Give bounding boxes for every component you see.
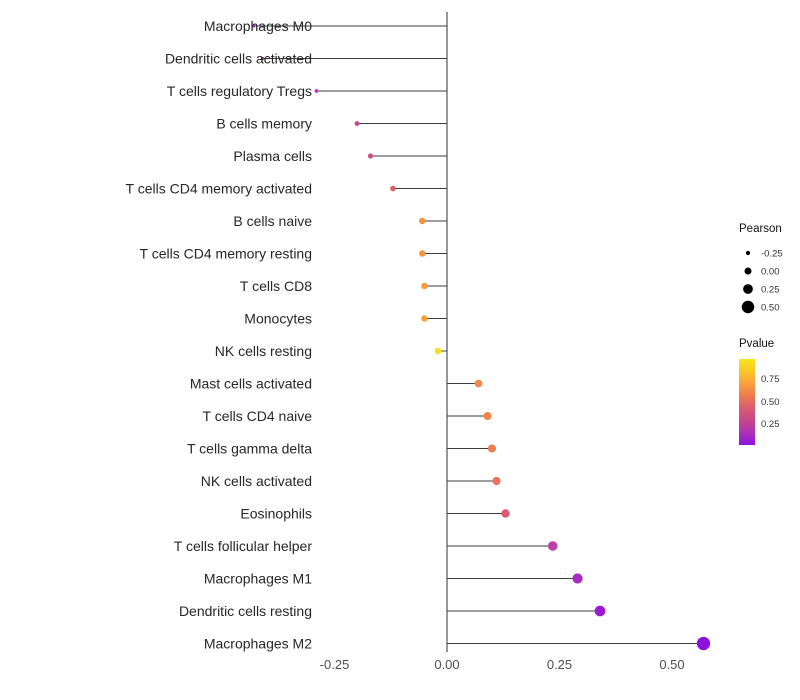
size-legend-dot [741, 300, 755, 314]
category-label: Mast cells activated [190, 376, 312, 392]
category-label: Plasma cells [233, 148, 312, 164]
category-label: Dendritic cells resting [179, 603, 312, 619]
lollipop-point [419, 217, 426, 225]
lollipop-point [487, 444, 497, 453]
category-label: T cells regulatory Tregs [167, 83, 312, 99]
lollipop-point [421, 315, 428, 322]
category-label: T cells CD8 [240, 278, 312, 294]
lollipop-point [547, 541, 558, 551]
size-legend-dot [745, 250, 751, 256]
pvalue-colorbar [739, 359, 755, 445]
category-label: Eosinophils [240, 506, 312, 522]
lollipop-point [474, 379, 483, 388]
category-label: T cells CD4 memory resting [140, 246, 312, 262]
size-legend-dot [743, 284, 753, 294]
lollipop-point [367, 153, 374, 159]
size-legend-label: 0.50 [761, 303, 780, 314]
lollipop-point [572, 573, 583, 584]
category-label: Dendritic cells activated [165, 51, 312, 67]
x-axis-tick-label: 0.00 [434, 657, 459, 672]
x-axis-layer: -0.25 0.00 0.25 0.50 [320, 657, 685, 672]
category-label: Monocytes [244, 311, 312, 327]
lollipop-point [251, 24, 256, 28]
size-legend-label: 0.25 [761, 285, 780, 296]
category-label: Macrophages M0 [204, 18, 312, 34]
lollipop-point [434, 347, 442, 355]
category-label: B cells memory [216, 116, 312, 132]
legend-layer: Pearson -0.25 0.00 0.25 0.50 Pvalue 0.75 0.5… [739, 223, 783, 445]
pvalue-legend-ticks: 0.75 0.50 0.25 [761, 374, 780, 430]
category-label: Macrophages M2 [204, 636, 312, 652]
lollipop-point [696, 636, 711, 651]
lollipop-point [483, 412, 492, 420]
pvalue-legend-title: Pvalue [739, 338, 774, 350]
lollipop-point [421, 282, 428, 290]
category-label: T cells CD4 naive [203, 408, 313, 424]
x-axis-tick-label: -0.25 [320, 657, 350, 672]
stems-layer [253, 12, 704, 652]
pvalue-legend-tick-label: 0.25 [761, 419, 780, 430]
lollipop-point [419, 250, 426, 257]
lollipop-point [390, 185, 396, 192]
size-legend-label: -0.25 [761, 249, 783, 260]
lollipop-point [260, 56, 265, 61]
category-label: T cells follicular helper [174, 538, 313, 554]
category-labels-layer: Macrophages M0 Dendritic cells activated T… [126, 18, 313, 652]
points-layer [251, 24, 711, 651]
category-label: B cells naive [233, 213, 312, 229]
size-legend-items: -0.25 0.00 0.25 0.50 [741, 249, 783, 314]
pearson-legend-title: Pearson [739, 223, 782, 235]
lollipop-point [492, 476, 501, 486]
lollipop-point [594, 605, 606, 617]
category-label: T cells gamma delta [187, 441, 312, 457]
x-axis-tick-label: 0.25 [547, 657, 572, 672]
category-label: NK cells activated [201, 473, 312, 489]
size-legend-label: 0.00 [761, 267, 780, 278]
pvalue-legend-tick-label: 0.75 [761, 374, 780, 385]
pvalue-legend-tick-label: 0.50 [761, 397, 780, 408]
category-label: NK cells resting [215, 343, 312, 359]
size-legend-dot [744, 267, 752, 275]
lollipop-point [501, 509, 510, 518]
category-label: Macrophages M1 [204, 571, 312, 587]
category-label: T cells CD4 memory activated [126, 181, 312, 197]
lollipop-point [314, 89, 319, 93]
x-axis-tick-label: 0.50 [659, 657, 684, 672]
lollipop-point [354, 121, 360, 126]
